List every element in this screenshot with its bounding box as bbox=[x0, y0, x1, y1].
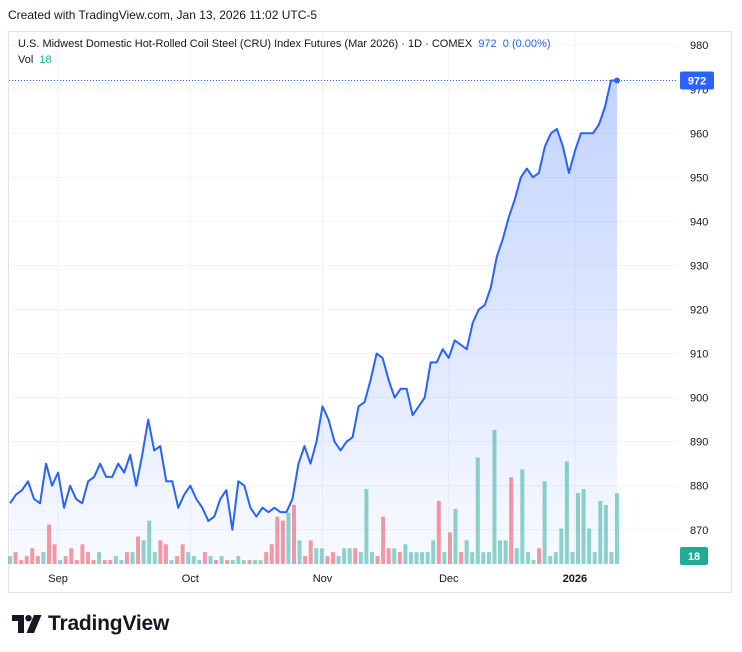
y-tick-label: 950 bbox=[690, 172, 708, 184]
price-series-line bbox=[9, 79, 617, 531]
y-tick-label: 910 bbox=[690, 349, 708, 361]
chart-frame bbox=[8, 31, 732, 593]
tradingview-logo[interactable]: TradingView bbox=[12, 612, 169, 636]
x-tick-label: Sep bbox=[48, 573, 68, 585]
price-area-fill bbox=[10, 80, 617, 565]
y-tick-label: 900 bbox=[690, 393, 708, 405]
y-tick-label: 880 bbox=[690, 481, 708, 493]
created-with-text: Created with TradingView.com, Jan 13, 20… bbox=[8, 8, 318, 22]
volume-label: Vol bbox=[18, 54, 34, 66]
volume-badge bbox=[680, 547, 708, 565]
chart-legend: U.S. Midwest Domestic Hot-Rolled Coil St… bbox=[18, 36, 551, 68]
symbol-title: U.S. Midwest Domestic Hot-Rolled Coil St… bbox=[18, 38, 473, 50]
logo-text: TradingView bbox=[48, 612, 170, 635]
y-tick-label: 930 bbox=[690, 260, 708, 272]
tradingview-logo-icon bbox=[12, 615, 42, 633]
y-tick-label: 940 bbox=[690, 216, 708, 228]
last-price-badge bbox=[680, 71, 714, 90]
price-area bbox=[10, 80, 617, 565]
price-change: 0 (0.00%) bbox=[502, 38, 551, 50]
volume-badge-text: 18 bbox=[688, 551, 700, 563]
x-tick-label: Nov bbox=[313, 573, 333, 585]
last-price-dot bbox=[614, 77, 620, 84]
x-tick-label: 2026 bbox=[563, 573, 587, 585]
legend-symbol-row: U.S. Midwest Domestic Hot-Rolled Coil St… bbox=[18, 36, 551, 52]
x-tick-label: Dec bbox=[439, 573, 459, 585]
grid-lines bbox=[9, 32, 678, 565]
price-line bbox=[9, 77, 678, 531]
y-tick-label: 920 bbox=[690, 305, 708, 317]
x-tick-label: Oct bbox=[182, 573, 199, 585]
volume-value: 18 bbox=[39, 54, 52, 66]
last-value: 972 bbox=[478, 38, 497, 50]
price-badges: 972 18 bbox=[680, 71, 714, 565]
y-tick-label: 960 bbox=[690, 128, 708, 140]
y-tick-label: 980 bbox=[690, 40, 708, 52]
x-axis: Sep Oct Nov Dec 2026 bbox=[48, 573, 587, 585]
last-price-badge-text: 972 bbox=[688, 75, 706, 87]
legend-volume-row: Vol 18 bbox=[18, 52, 551, 68]
y-tick-label: 870 bbox=[690, 525, 708, 537]
y-tick-label: 890 bbox=[690, 437, 708, 449]
